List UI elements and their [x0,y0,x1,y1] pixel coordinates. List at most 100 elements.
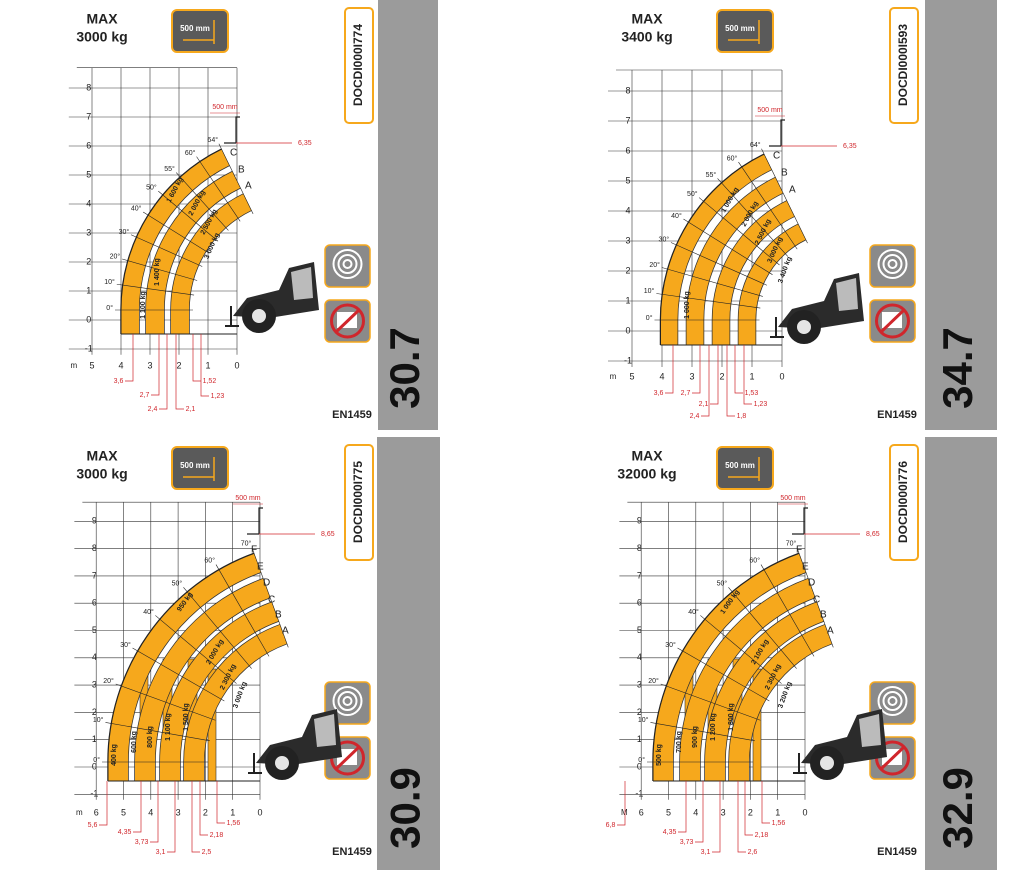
reach-mark: 6,8 [606,822,616,829]
attachment-label: 500 mm [780,495,805,502]
no-stabiliser-slash [334,745,361,771]
reach-dim [200,334,209,397]
side-bar [378,0,438,430]
model-number: 30.7 [381,327,428,409]
y-tick-label: -1 [85,343,93,353]
doc-code: DOCDI000I593 [896,24,910,106]
height-mark: 6,35 [843,143,857,150]
reach-dim [133,781,142,833]
machine-cab [836,278,858,311]
x-tick-label: 4 [659,371,664,381]
y-tick-label: 7 [86,111,91,121]
curve-letter: F [251,545,257,556]
tyre-icon-ring [332,249,363,279]
angle-label: 60° [204,557,215,565]
x-tick-label: 1 [749,371,754,381]
reach-mark: 2,1 [699,401,709,408]
curve-letter: B [820,610,827,621]
load-label: 1 000 kg [684,291,691,319]
angle-label: 30° [119,228,130,236]
angle-label: 55° [164,165,175,173]
tyre-icon-ring [337,691,358,711]
angle-label: 50° [146,184,157,192]
envelope-outline [660,153,765,345]
angle-ray [251,547,289,648]
machine-fork [248,753,262,774]
angle-label: 40° [143,608,154,616]
envelope-outline [120,148,222,334]
angle-label: 30° [659,236,670,244]
y-tick-label: 6 [637,598,642,608]
load-label: 800 kg [147,726,154,748]
reach-dim [710,345,719,405]
x-tick-label: 3 [689,371,694,381]
y-tick-label: -1 [90,789,98,799]
standard-label: EN1459 [877,846,917,858]
y-tick-label: -1 [635,789,643,799]
badge-icon [728,20,760,44]
load-label: 1 500 kg [183,703,190,731]
tyre-icon-ring [882,254,903,274]
reach-mark: 2,4 [690,413,700,420]
curve-letter: B [275,610,282,621]
angle-ray [661,267,763,297]
x-tick-label: 3 [176,807,181,817]
reach-dim [199,781,208,836]
machine-fork [225,306,239,327]
angle-label: 20° [648,677,659,685]
reach-mark: 1,56 [772,820,786,827]
tyre-icon-ring [342,696,353,706]
reach-dim [191,781,200,853]
x-tick-label: 4 [693,807,698,817]
reach-mark: 1,52 [203,378,217,385]
angle-label: 10° [638,716,649,724]
reach-dim [701,345,710,417]
y-tick-label: 0 [637,761,642,771]
angle-ray [116,283,195,296]
max-label: MAX [86,11,118,27]
x-tick-label: 1 [775,807,780,817]
no-stabiliser-slash [879,745,906,771]
reach-mark: 2,4 [148,406,158,413]
badge-icon [183,20,215,44]
standard-label: EN1459 [332,409,372,421]
side-bar [925,437,997,870]
side-bar [925,0,997,430]
height-mark: 8,65 [866,531,880,538]
y-tick-label: 3 [92,679,97,689]
machine-fork [770,317,784,338]
max-label: MAX [631,11,663,27]
reach-dim [743,345,752,405]
angle-ray [728,587,797,669]
doc-code-box [889,444,919,561]
max-label: MAX [631,448,663,464]
reach-mark: 3,73 [135,839,149,846]
machine-cab [291,267,313,300]
y-tick-label: 8 [637,543,642,553]
machine-cab [859,714,881,747]
y-tick-label: 7 [637,570,642,580]
model-number: 30.9 [382,767,429,849]
angle-label: 50° [172,580,183,588]
x-tick-label: 2 [719,371,724,381]
reach-mark: 4,35 [118,829,132,836]
x-tick-label: 5 [89,360,94,370]
doc-code: DOCDI000I775 [351,461,365,543]
angle-label: 0° [106,304,113,312]
curve-letter: C [230,148,237,159]
angle-label: 0° [646,314,653,322]
angle-label: 40° [671,212,682,220]
y-tick-label: 6 [86,140,91,150]
tyre-icon-ring [877,249,908,279]
curve-letter: B [781,168,788,179]
angle-label: 10° [93,716,104,724]
angle-ray [698,197,780,266]
y-tick-label: 6 [625,145,630,155]
doc-code-box [344,7,374,124]
reach-mark: 2,7 [140,392,150,399]
machine-hub [273,754,291,772]
reach-mark: 1,53 [745,390,759,397]
angle-ray [738,161,798,250]
load-band [705,602,824,781]
load-chart-panel: 30.9 MAX 3000 kg 500 mm DOCDI000I775 EN1459 9 8… [74,437,440,870]
